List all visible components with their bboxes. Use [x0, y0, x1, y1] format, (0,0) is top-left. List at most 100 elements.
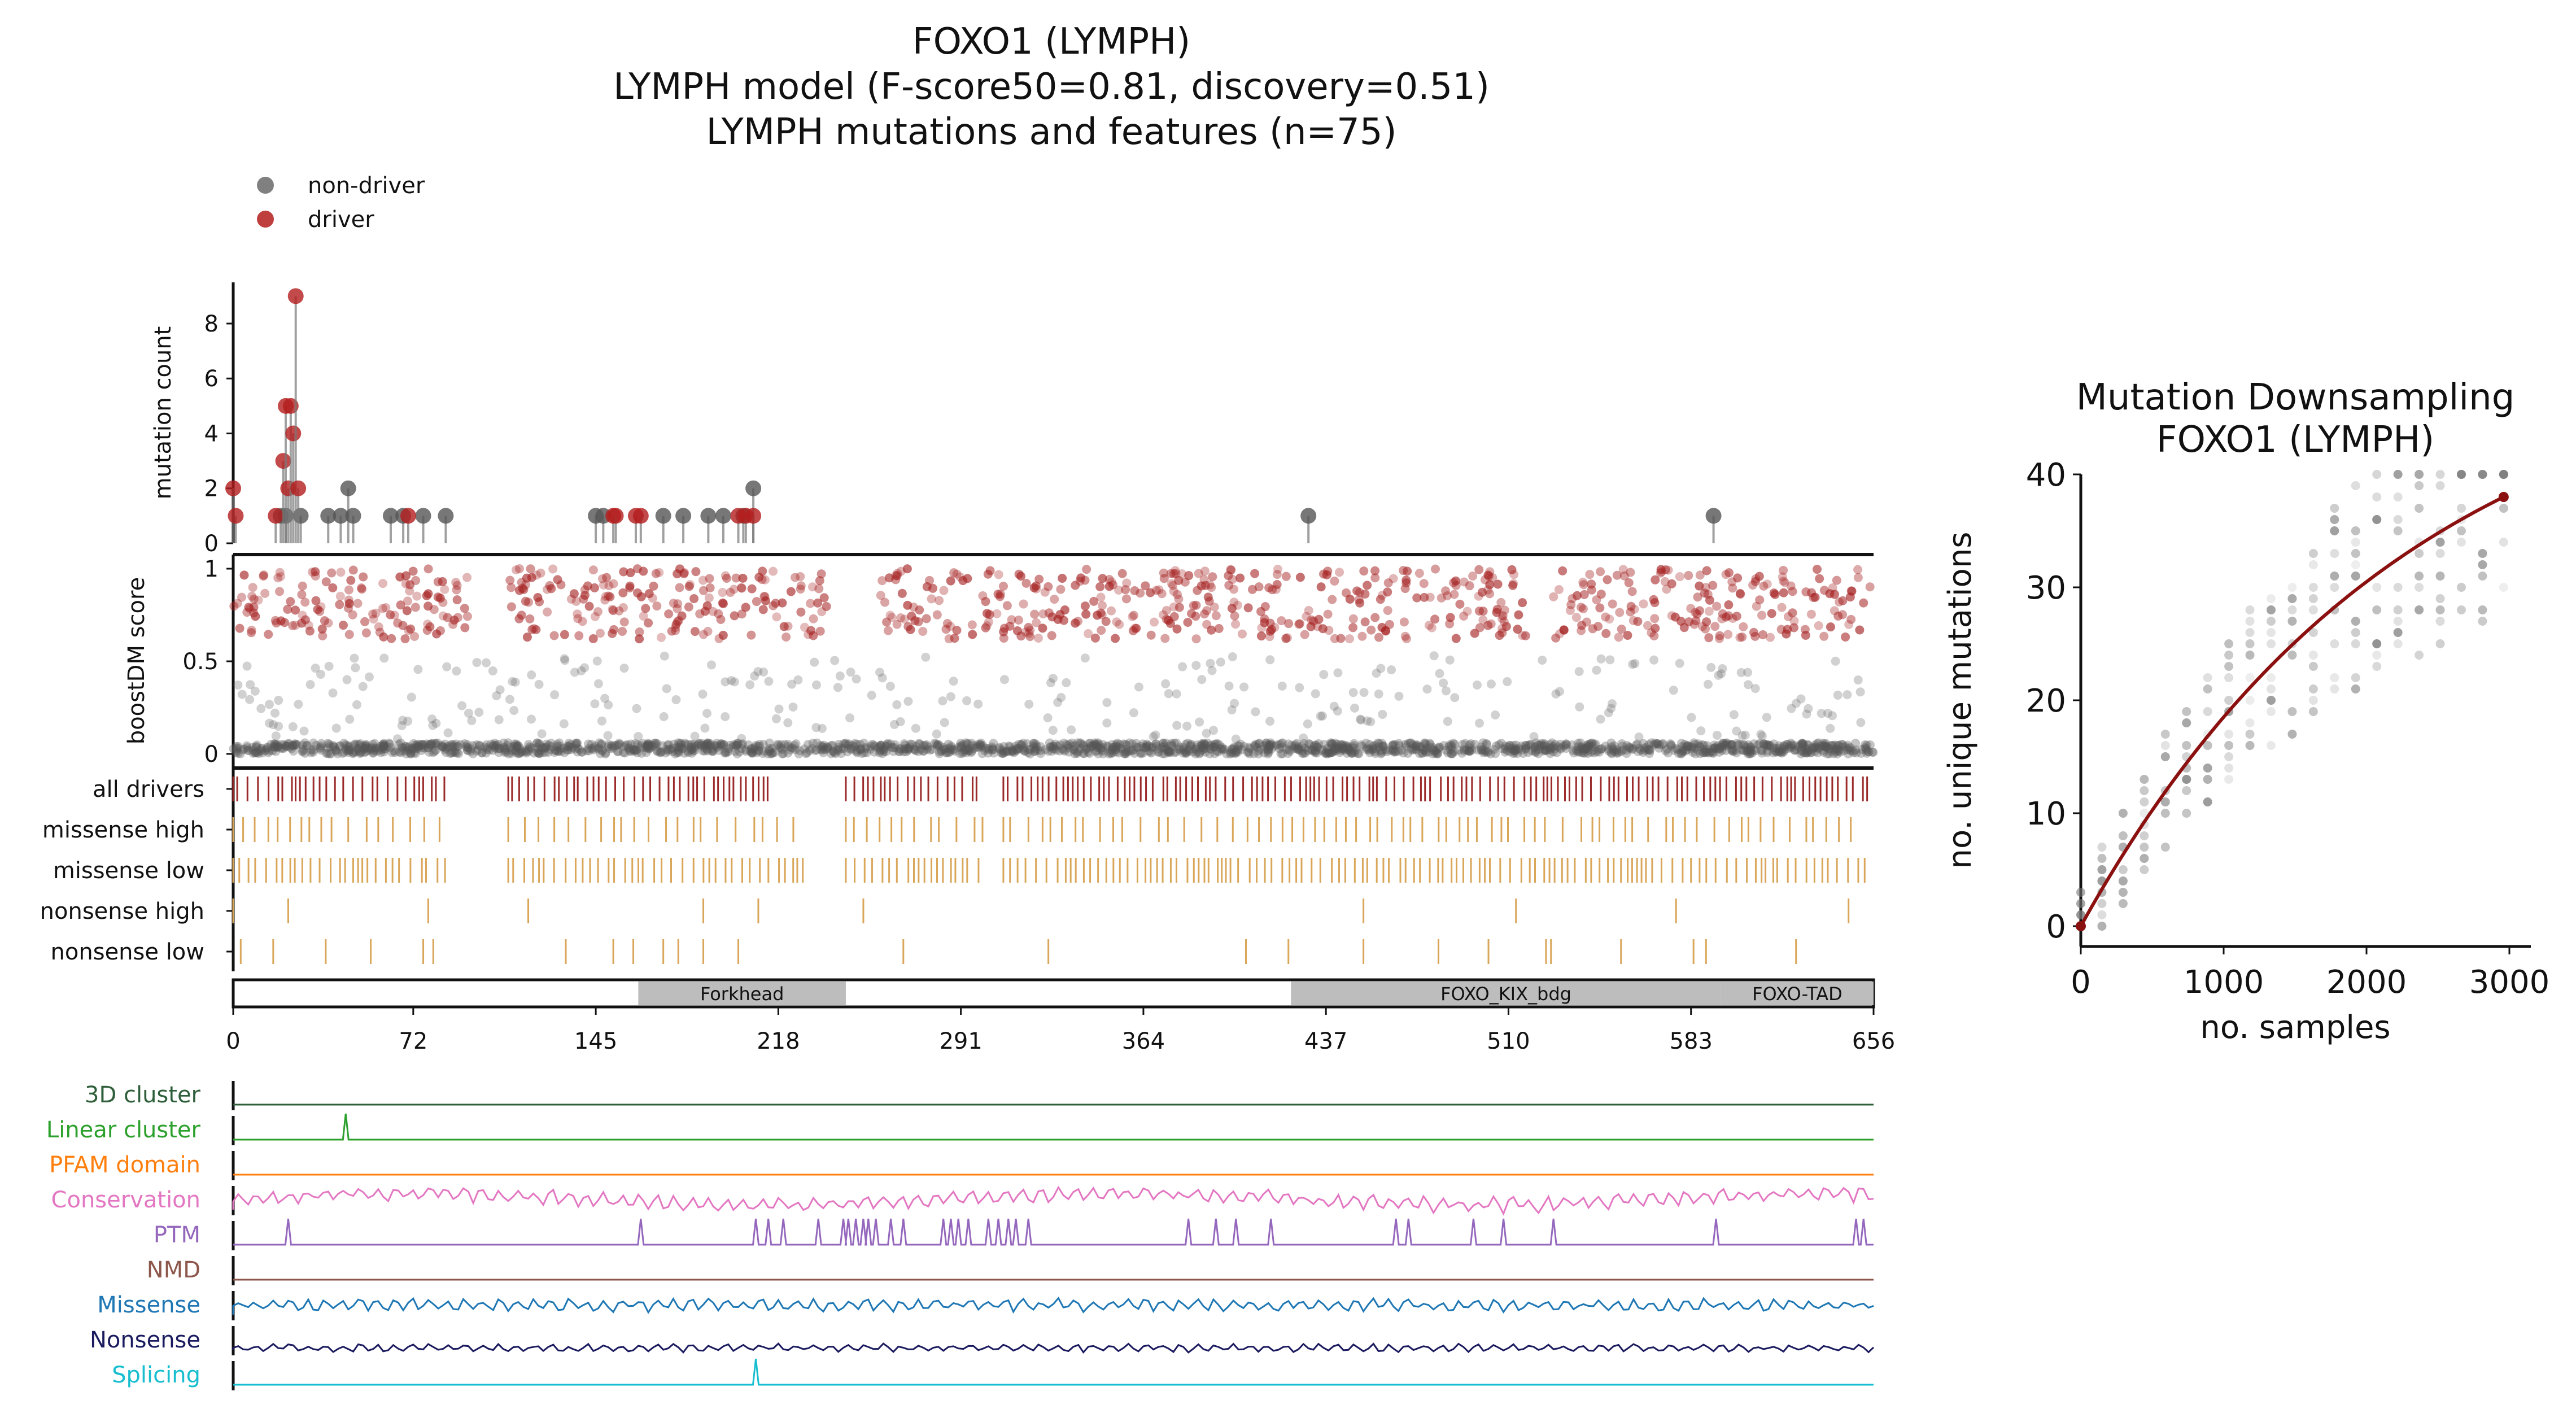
boostdm-point [565, 742, 574, 752]
boostdm-point [363, 743, 373, 753]
boostdm-point [1378, 741, 1388, 751]
boostdm-point [1430, 614, 1440, 624]
boostdm-point [462, 612, 472, 621]
boostdm-point [817, 742, 827, 752]
boostdm-point [249, 594, 259, 604]
boostdm-point [1709, 748, 1718, 758]
boostdm-point [1828, 740, 1837, 750]
boostdm-point [1444, 741, 1454, 751]
boostdm-point [869, 740, 879, 750]
boostdm-point [300, 748, 310, 758]
boostdm-point [1311, 689, 1320, 699]
boostdm-point [996, 748, 1006, 758]
boostdm-point [1584, 739, 1593, 749]
boostdm-point [325, 741, 334, 751]
boostdm-point [1833, 747, 1843, 756]
boostdm-point [508, 745, 517, 754]
boostdm-point [1447, 743, 1456, 752]
boostdm-point [402, 606, 412, 616]
boostdm-point [1607, 749, 1617, 758]
boostdm-point [680, 738, 689, 748]
boostdm-point [477, 748, 487, 757]
boostdm-point [714, 609, 723, 618]
boostdm-point [1106, 606, 1116, 616]
boostdm-point [1417, 748, 1427, 758]
downsampling-point [2182, 786, 2191, 795]
boostdm-point [1299, 748, 1308, 758]
boostdm-point [390, 748, 400, 757]
boostdm-point [1154, 747, 1163, 756]
boostdm-point [1097, 610, 1107, 620]
boostdm-point [1465, 746, 1474, 756]
boostdm-point [932, 729, 941, 739]
boostdm-point [1032, 741, 1041, 751]
boostdm-point [875, 748, 884, 757]
downsampling-point [2478, 549, 2487, 558]
boostdm-point [1449, 590, 1459, 599]
boostdm-point [408, 566, 418, 576]
boostdm-point [1792, 745, 1801, 754]
boostdm-point [1713, 741, 1722, 751]
boostdm-point [298, 745, 308, 754]
downsampling-point [2499, 470, 2508, 479]
boostdm-point [333, 749, 342, 758]
boostdm-point [788, 743, 798, 753]
boostdm-point [409, 743, 418, 753]
boostdm-point [624, 744, 634, 753]
boostdm-point [946, 743, 956, 752]
boostdm-point [440, 739, 449, 749]
boostdm-point [683, 740, 693, 749]
boostdm-point [1018, 739, 1028, 748]
boostdm-point [964, 743, 974, 753]
boostdm-point [778, 745, 787, 754]
downsampling-point [2160, 797, 2170, 806]
boostdm-point [1172, 721, 1182, 730]
boostdm-point [1503, 677, 1512, 687]
boostdm-point [590, 583, 600, 592]
boostdm-point [1740, 745, 1749, 755]
boostdm-point [1494, 740, 1504, 749]
feature-row-label: missense low [53, 858, 204, 884]
boostdm-point [1237, 629, 1247, 639]
boostdm-point [1089, 596, 1099, 606]
boostdm-point [309, 738, 318, 748]
boostdm-point [1803, 747, 1813, 757]
boostdm-point [432, 629, 442, 639]
boostdm-point [905, 742, 915, 752]
boostdm-point [728, 742, 738, 752]
downsampling-point [2182, 775, 2191, 784]
downsampling-point [2308, 707, 2318, 716]
boostdm-point [291, 605, 300, 615]
boostdm-point [613, 740, 623, 750]
boostdm-point [941, 748, 951, 757]
boostdm-point [1662, 744, 1672, 754]
boostdm-point [942, 619, 952, 629]
boostdm-point [1306, 745, 1316, 754]
boostdm-point [688, 746, 698, 756]
boostdm-point [494, 715, 504, 725]
boostdm-point [994, 744, 1004, 753]
downsampling-point [2203, 775, 2212, 784]
boostdm-point [1214, 623, 1224, 633]
boostdm-point [946, 741, 956, 751]
boostdm-point [443, 613, 452, 622]
boostdm-point [1477, 745, 1486, 755]
boostdm-point [1218, 744, 1228, 754]
boostdm-point [680, 740, 690, 749]
boostdm-point [521, 596, 530, 606]
boostdm-point [697, 740, 706, 750]
non-driver-point [438, 508, 454, 524]
boostdm-point [233, 741, 243, 751]
boostdm-point [1316, 582, 1326, 592]
boostdm-point [1822, 742, 1832, 752]
boostdm-point [1334, 744, 1343, 754]
boostdm-point [697, 739, 706, 748]
boostdm-point [1568, 740, 1577, 750]
boostdm-point [1385, 745, 1395, 755]
downsampling-point [2160, 797, 2170, 806]
boostdm-point [1639, 599, 1648, 609]
boostdm-point [506, 743, 516, 752]
boostdm-point [1199, 744, 1208, 754]
boostdm-point [1690, 740, 1700, 749]
boostdm-point [1093, 738, 1103, 748]
